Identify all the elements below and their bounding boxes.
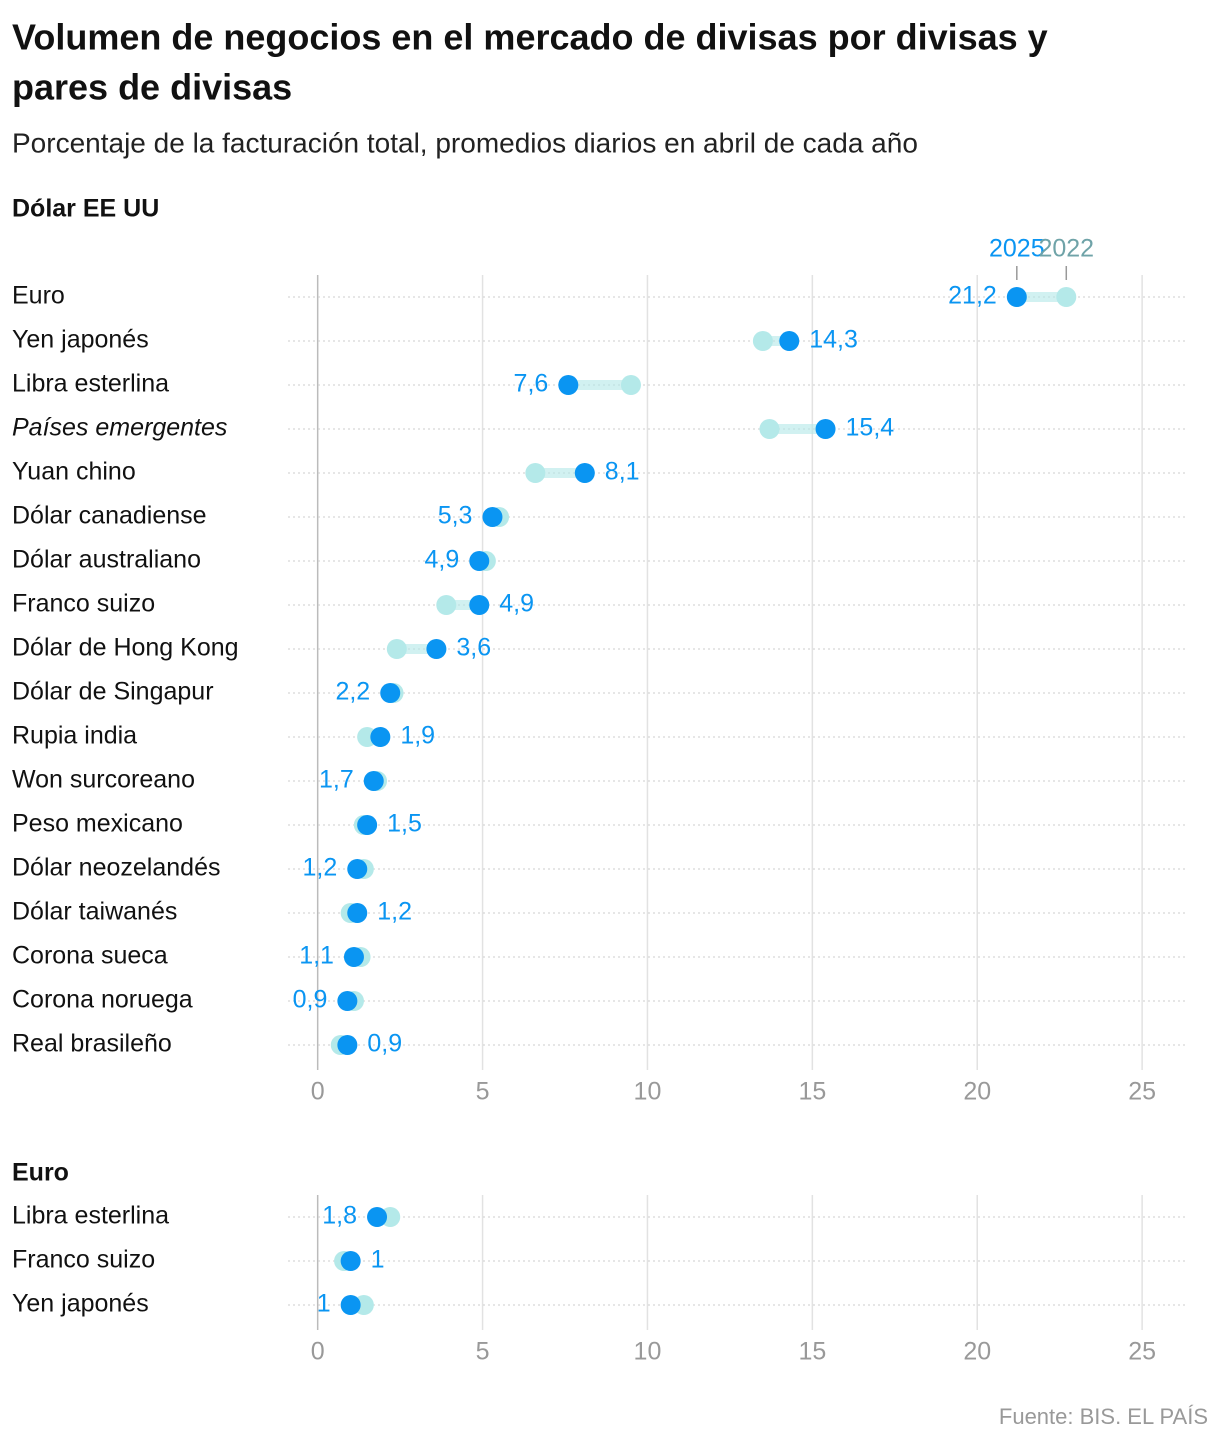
dot-2022 (525, 463, 546, 483)
category-label: Won surcoreano (12, 766, 195, 794)
dot-2025 (363, 771, 384, 791)
dot-2022 (1056, 287, 1077, 307)
category-label: Dólar de Hong Kong (12, 634, 239, 662)
dot-2025 (370, 727, 391, 747)
value-label: 8,1 (605, 458, 640, 486)
dot-2025 (337, 991, 358, 1011)
dot-2025 (779, 331, 800, 351)
value-label: 1 (371, 1246, 385, 1274)
value-label: 14,3 (809, 326, 858, 354)
category-label: Real brasileño (12, 1030, 172, 1058)
dot-2025 (367, 1207, 388, 1227)
legend-label: 2025 (989, 235, 1045, 263)
dot-2022 (759, 419, 780, 439)
value-label: 1,2 (377, 898, 412, 926)
category-label: Franco suizo (12, 1246, 155, 1274)
category-label: Franco suizo (12, 590, 155, 618)
dot-2025 (343, 947, 364, 967)
category-label: Corona sueca (12, 942, 168, 970)
category-label: Yuan chino (12, 458, 136, 486)
legend-label: 2022 (1038, 235, 1094, 263)
x-tick-label: 10 (634, 1078, 662, 1106)
category-label: Corona noruega (12, 986, 193, 1014)
dot-2022 (752, 331, 773, 351)
x-tick-label: 0 (311, 1338, 325, 1366)
chart-subtitle: Porcentaje de la facturación total, prom… (12, 127, 918, 158)
value-label: 0,9 (293, 986, 328, 1014)
x-tick-label: 20 (963, 1078, 991, 1106)
chart-title-line-1: Volumen de negocios en el mercado de div… (12, 17, 1048, 58)
x-tick-label: 15 (798, 1338, 826, 1366)
dot-2025 (815, 419, 836, 439)
dot-2025 (426, 639, 447, 659)
value-label: 5,3 (438, 502, 473, 530)
value-label: 1,5 (387, 810, 422, 838)
value-label: 0,9 (367, 1030, 402, 1058)
value-label: 3,6 (456, 634, 491, 662)
x-tick-label: 25 (1128, 1078, 1156, 1106)
x-tick-label: 10 (634, 1338, 662, 1366)
category-label: Rupia india (12, 722, 137, 750)
chart-title-line-2: pares de divisas (12, 67, 292, 108)
category-label: Libra esterlina (12, 1202, 169, 1230)
category-label: Países emergentes (12, 414, 227, 442)
dot-2025 (574, 463, 595, 483)
category-label: Dólar australiano (12, 546, 201, 574)
category-label: Dólar neozelandés (12, 854, 220, 882)
value-label: 7,6 (514, 370, 549, 398)
dot-2025 (380, 683, 401, 703)
x-tick-label: 5 (476, 1078, 490, 1106)
value-label: 1,7 (319, 766, 354, 794)
dot-2025 (347, 859, 368, 879)
panel-title: Dólar EE UU (12, 195, 159, 223)
panel-title: Euro (12, 1159, 69, 1187)
category-label: Yen japonés (12, 1290, 149, 1318)
dot-2025 (558, 375, 579, 395)
value-label: 2,2 (335, 678, 370, 706)
dot-2022 (620, 375, 641, 395)
value-label: 1,2 (302, 854, 337, 882)
category-label: Dólar canadiense (12, 502, 207, 530)
dot-2022 (386, 639, 407, 659)
category-label: Libra esterlina (12, 370, 169, 398)
category-label: Peso mexicano (12, 810, 183, 838)
x-tick-label: 15 (798, 1078, 826, 1106)
value-label: 4,9 (499, 590, 534, 618)
x-tick-label: 0 (311, 1078, 325, 1106)
dot-2025 (340, 1295, 361, 1315)
value-label: 1,9 (400, 722, 435, 750)
dot-2025 (347, 903, 368, 923)
value-label: 1 (317, 1290, 331, 1318)
category-label: Dólar taiwanés (12, 898, 177, 926)
value-label: 1,1 (299, 942, 334, 970)
x-tick-label: 25 (1128, 1338, 1156, 1366)
value-label: 21,2 (948, 282, 997, 310)
category-label: Yen japonés (12, 326, 149, 354)
dot-2025 (1006, 287, 1027, 307)
value-label: 1,8 (322, 1202, 357, 1230)
category-label: Dólar de Singapur (12, 678, 214, 706)
dot-2025 (357, 815, 378, 835)
value-label: 15,4 (846, 414, 895, 442)
dot-2022 (436, 595, 457, 615)
value-label: 4,9 (425, 546, 460, 574)
category-label: Euro (12, 282, 65, 310)
dot-2025 (482, 507, 503, 527)
dot-2025 (340, 1251, 361, 1271)
dot-2025 (337, 1035, 358, 1055)
x-tick-label: 5 (476, 1338, 490, 1366)
source: Fuente: BIS. EL PAÍS (999, 1404, 1208, 1429)
dot-2025 (469, 551, 490, 571)
dot-2025 (469, 595, 490, 615)
x-tick-label: 20 (963, 1338, 991, 1366)
